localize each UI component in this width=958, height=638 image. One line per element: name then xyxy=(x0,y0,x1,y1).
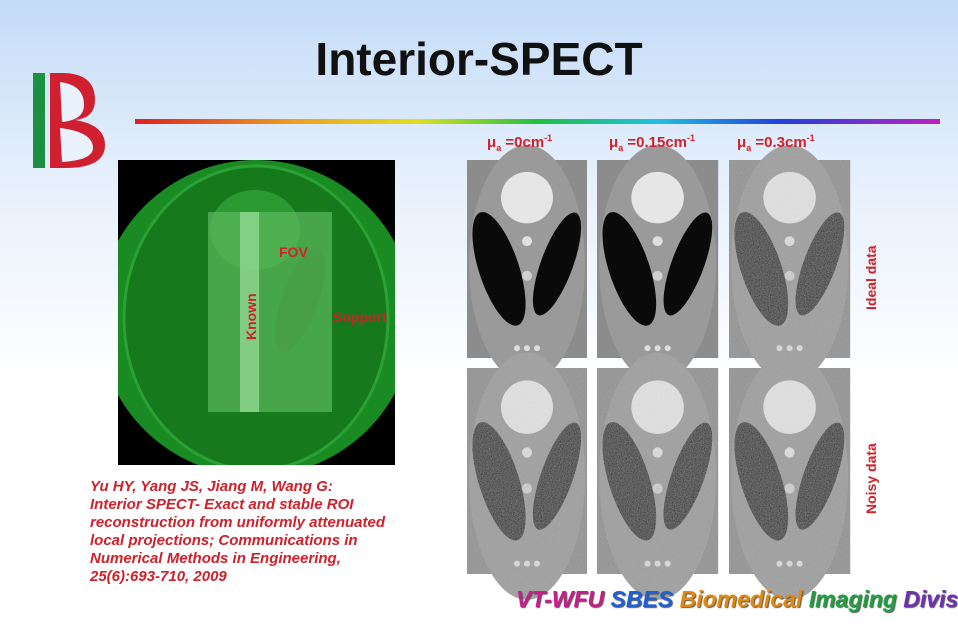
footer-word: Biomedical xyxy=(679,586,803,612)
phantom-image xyxy=(723,352,855,600)
fov-label: FOV xyxy=(279,244,308,260)
citation-line: reconstruction from uniformly attenuated xyxy=(90,514,386,531)
citation-line: Yu HY, Yang JS, Jiang M, Wang G: xyxy=(90,478,333,495)
phantom-grid xyxy=(461,145,855,600)
phantom-image xyxy=(461,352,591,600)
citation-line: Interior SPECT- Exact and stable ROI xyxy=(90,496,354,513)
known-label: Known xyxy=(243,293,259,340)
phantom-image xyxy=(723,145,855,383)
column-header: μa =0cm-1 xyxy=(487,133,552,153)
text-part: -1 xyxy=(544,133,553,143)
footer-word: SBES xyxy=(610,586,674,612)
phantom-image xyxy=(591,352,723,600)
text-part: μ xyxy=(609,134,619,151)
citation-line: 25(6):693-710, 2009 xyxy=(90,568,227,585)
rainbow-rule xyxy=(135,119,940,124)
phantom-image xyxy=(591,145,723,383)
row-label: Noisy data xyxy=(863,443,879,514)
footer-banner: VT-WFU SBES Biomedical Imaging Division xyxy=(516,586,958,613)
logo xyxy=(33,73,105,168)
citation-line: local projections; Communications in xyxy=(90,532,358,549)
footer-word: Division xyxy=(903,586,958,612)
text-part: =0.3cm xyxy=(751,134,807,151)
row-label: Ideal data xyxy=(863,245,879,310)
support-label: Support xyxy=(333,309,387,325)
text-part: =0.15cm xyxy=(623,134,688,151)
text-part: a xyxy=(746,143,752,153)
fov-diagram: FOV Known Support xyxy=(118,160,395,465)
text-part: μ xyxy=(487,134,497,151)
text-part: a xyxy=(618,143,624,153)
citation: Yu HY, Yang JS, Jiang M, Wang G: Interior… xyxy=(90,478,385,586)
column-header: μa =0.15cm-1 xyxy=(609,133,695,153)
phantom-image xyxy=(461,145,591,383)
footer-word: Imaging xyxy=(808,586,897,612)
slide-title: Interior-SPECT xyxy=(315,33,643,85)
text-part: a xyxy=(496,143,502,153)
text-part: -1 xyxy=(687,133,696,143)
column-header: μa =0.3cm-1 xyxy=(737,133,815,153)
footer-word: VT-WFU xyxy=(516,586,605,612)
text-part: μ xyxy=(737,134,747,151)
text-part: -1 xyxy=(806,133,815,143)
text-part: =0cm xyxy=(501,134,545,151)
citation-line: Numerical Methods in Engineering, xyxy=(90,550,341,567)
